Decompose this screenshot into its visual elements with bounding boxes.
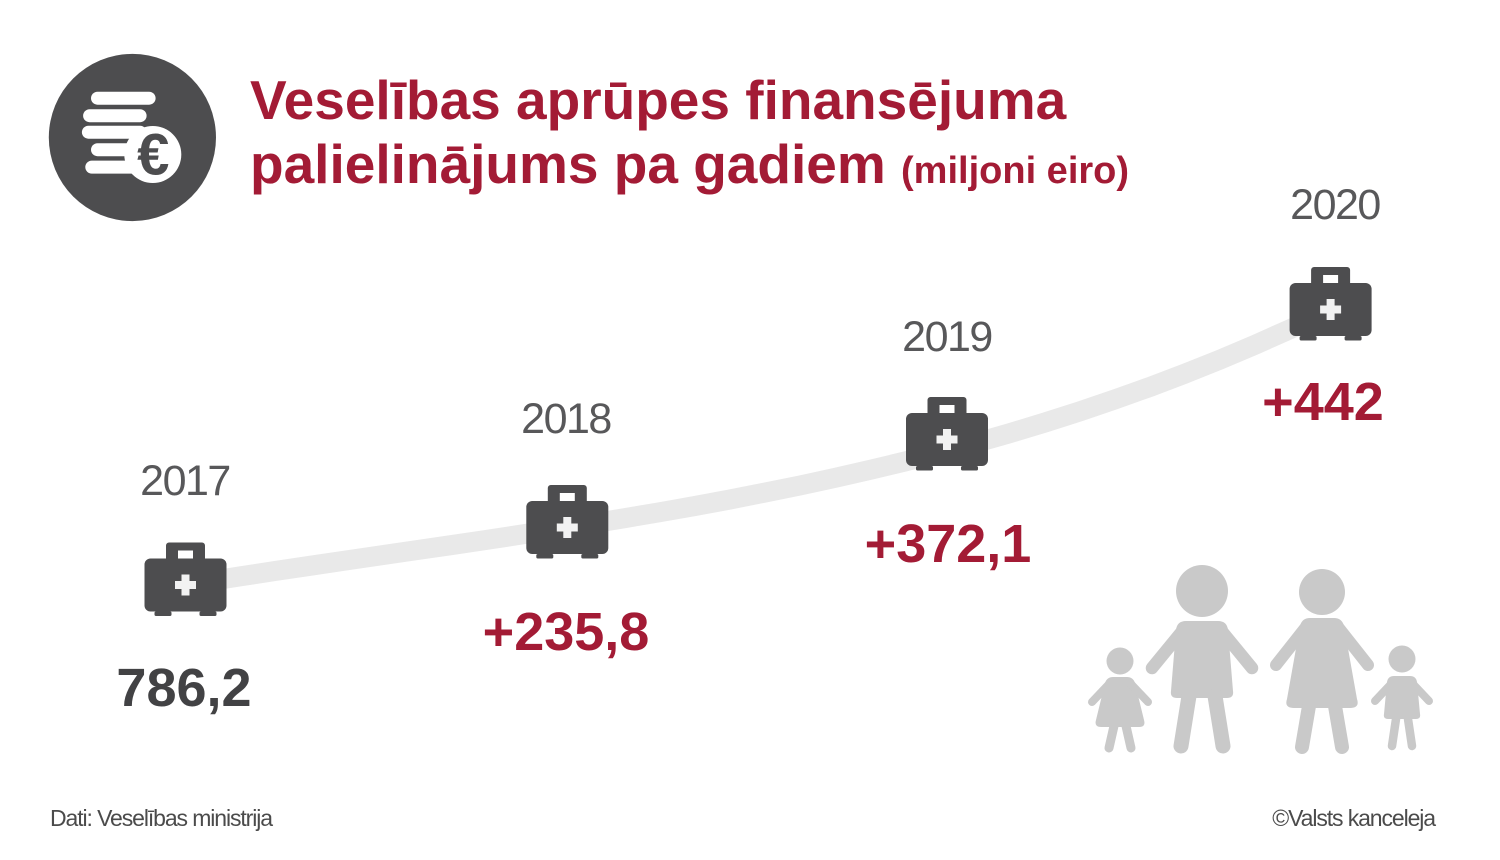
svg-text:€: € [137,123,169,188]
